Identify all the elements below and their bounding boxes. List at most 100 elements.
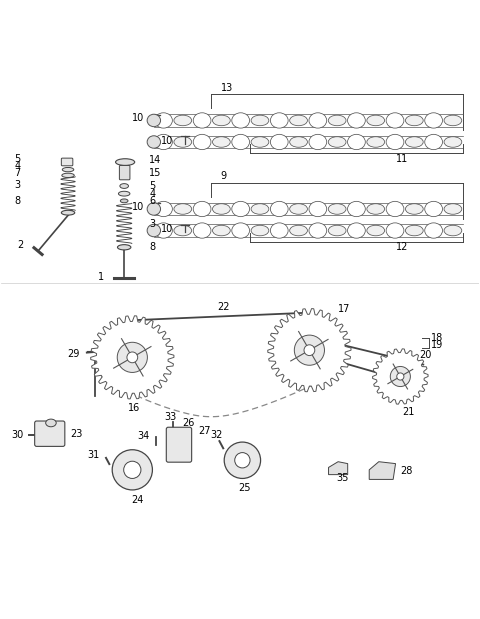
Ellipse shape	[328, 225, 346, 236]
Circle shape	[124, 461, 141, 478]
Ellipse shape	[213, 204, 230, 214]
Ellipse shape	[348, 134, 365, 150]
Ellipse shape	[232, 113, 250, 128]
Ellipse shape	[174, 204, 192, 214]
Ellipse shape	[193, 113, 211, 128]
Ellipse shape	[213, 115, 230, 126]
Ellipse shape	[213, 225, 230, 236]
Text: 22: 22	[217, 302, 229, 312]
Text: 20: 20	[420, 350, 432, 360]
Ellipse shape	[367, 137, 384, 147]
Ellipse shape	[406, 204, 423, 214]
Ellipse shape	[289, 204, 307, 214]
Text: 10: 10	[161, 224, 173, 234]
Ellipse shape	[174, 115, 192, 126]
Ellipse shape	[425, 113, 443, 128]
Circle shape	[390, 366, 410, 386]
Ellipse shape	[425, 201, 443, 217]
Text: 29: 29	[67, 348, 80, 358]
Ellipse shape	[120, 199, 128, 203]
Text: 14: 14	[149, 155, 161, 165]
Ellipse shape	[193, 134, 211, 150]
Ellipse shape	[348, 223, 365, 238]
Ellipse shape	[155, 113, 172, 128]
Ellipse shape	[232, 223, 250, 238]
Text: 35: 35	[336, 473, 349, 483]
Text: 11: 11	[396, 154, 408, 164]
Ellipse shape	[444, 137, 462, 147]
Text: 9: 9	[221, 171, 227, 181]
Ellipse shape	[309, 113, 327, 128]
Ellipse shape	[193, 201, 211, 217]
Ellipse shape	[155, 201, 172, 217]
Text: 33: 33	[165, 412, 177, 422]
Ellipse shape	[174, 137, 192, 147]
Polygon shape	[91, 316, 174, 399]
Ellipse shape	[386, 201, 404, 217]
Text: 13: 13	[221, 83, 233, 93]
Text: 2: 2	[17, 240, 24, 250]
Ellipse shape	[251, 225, 269, 236]
Circle shape	[235, 452, 250, 468]
Ellipse shape	[289, 137, 307, 147]
FancyBboxPatch shape	[61, 158, 73, 166]
Text: 21: 21	[403, 407, 415, 417]
FancyBboxPatch shape	[35, 421, 65, 446]
Ellipse shape	[406, 115, 423, 126]
Ellipse shape	[147, 115, 160, 127]
Ellipse shape	[193, 223, 211, 238]
Circle shape	[127, 352, 138, 363]
Ellipse shape	[425, 223, 443, 238]
Ellipse shape	[147, 136, 160, 148]
Text: 10: 10	[132, 113, 144, 123]
Text: 4: 4	[15, 161, 21, 171]
Text: 32: 32	[210, 430, 222, 440]
Circle shape	[294, 335, 324, 365]
Ellipse shape	[174, 225, 192, 236]
Ellipse shape	[119, 191, 130, 196]
Ellipse shape	[386, 223, 404, 238]
Text: 6: 6	[149, 196, 155, 206]
Ellipse shape	[120, 184, 129, 188]
Circle shape	[224, 442, 261, 478]
Ellipse shape	[147, 203, 160, 215]
Ellipse shape	[270, 223, 288, 238]
Ellipse shape	[386, 113, 404, 128]
Text: 34: 34	[137, 431, 149, 441]
Ellipse shape	[348, 201, 365, 217]
Text: 18: 18	[432, 333, 444, 343]
Ellipse shape	[406, 225, 423, 236]
Ellipse shape	[289, 115, 307, 126]
Polygon shape	[268, 309, 351, 392]
Text: 16: 16	[128, 402, 140, 413]
Text: 7: 7	[14, 168, 21, 178]
Ellipse shape	[147, 224, 160, 236]
Ellipse shape	[444, 115, 462, 126]
Text: 3: 3	[149, 219, 155, 229]
Ellipse shape	[328, 137, 346, 147]
Ellipse shape	[270, 201, 288, 217]
Text: 24: 24	[131, 495, 144, 504]
Polygon shape	[328, 462, 348, 475]
Ellipse shape	[367, 115, 384, 126]
Ellipse shape	[328, 204, 346, 214]
Text: 28: 28	[400, 466, 413, 476]
Text: 8: 8	[15, 196, 21, 206]
Ellipse shape	[251, 204, 269, 214]
Text: 17: 17	[338, 305, 350, 314]
Text: 25: 25	[239, 483, 251, 493]
Text: 15: 15	[149, 168, 161, 178]
Ellipse shape	[62, 173, 74, 178]
Text: 3: 3	[15, 180, 21, 190]
FancyBboxPatch shape	[120, 165, 130, 180]
Text: 5: 5	[14, 154, 21, 164]
Text: 10: 10	[132, 202, 144, 212]
Ellipse shape	[270, 113, 288, 128]
Ellipse shape	[444, 225, 462, 236]
Ellipse shape	[270, 134, 288, 150]
Ellipse shape	[309, 134, 327, 150]
Text: 31: 31	[87, 449, 100, 459]
Ellipse shape	[213, 137, 230, 147]
Ellipse shape	[348, 113, 365, 128]
Ellipse shape	[309, 201, 327, 217]
